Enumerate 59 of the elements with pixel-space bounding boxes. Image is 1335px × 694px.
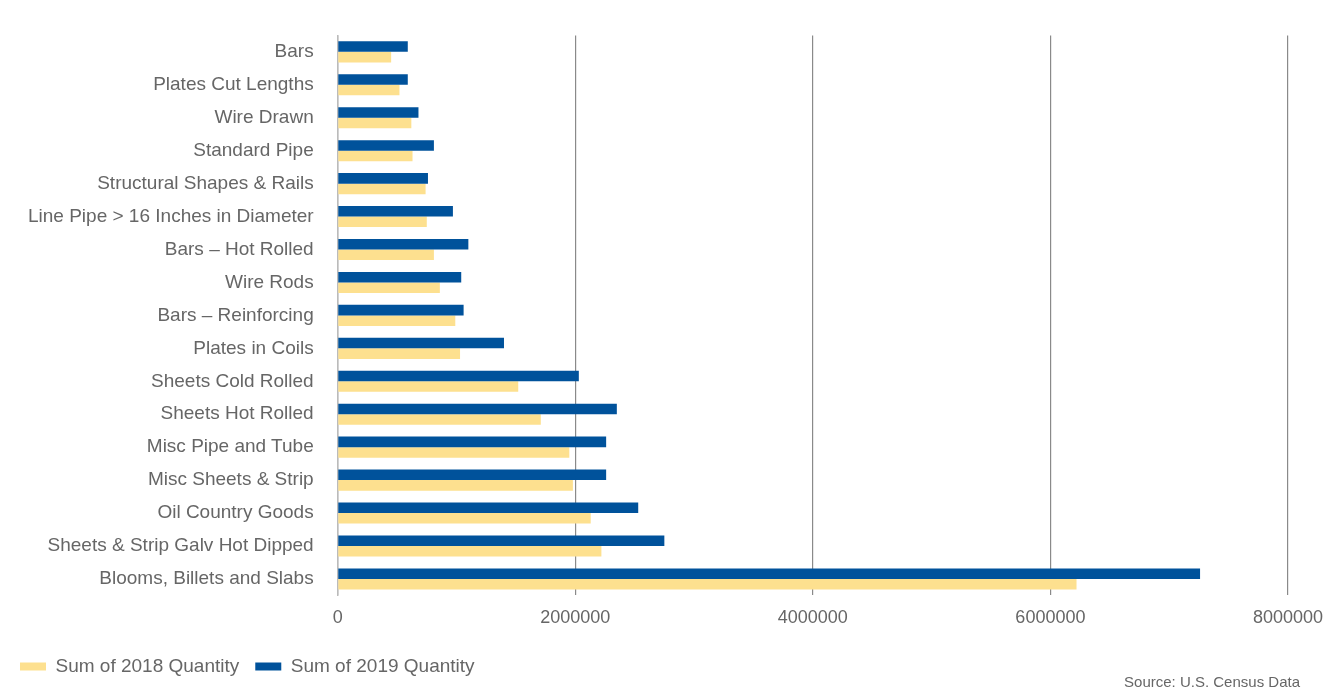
y-tick-label: Sheets Cold Rolled [151, 369, 314, 391]
bar [338, 271, 462, 283]
y-tick-label: Structural Shapes & Rails [97, 171, 314, 193]
y-tick-label: Plates Cut Lengths [153, 73, 314, 95]
y-tick-label: Wire Drawn [214, 105, 314, 127]
bar [338, 535, 665, 546]
bar [338, 41, 408, 52]
y-tick-label: Plates in Coils [193, 336, 314, 358]
bar [338, 173, 428, 184]
bar [338, 370, 579, 382]
y-tick-label: Bars – Reinforcing [157, 303, 314, 325]
x-tick-label: 0 [332, 607, 343, 628]
legend-label: Sum of 2019 Quantity [290, 654, 476, 676]
bar [338, 74, 408, 85]
bar [338, 348, 461, 359]
y-tick-label: Line Pipe > 16 Inches in Diameter [27, 204, 315, 226]
bar [338, 107, 419, 118]
y-tick-label: Standard Pipe [193, 138, 314, 160]
bar [338, 545, 602, 557]
bar [338, 140, 434, 151]
source-note: Source: U.S. Census Data [1124, 672, 1301, 690]
bar [338, 282, 440, 293]
y-tick-label: Blooms, Billets and Slabs [99, 567, 314, 589]
bar [338, 403, 617, 415]
bar [338, 414, 541, 425]
bar [338, 502, 639, 514]
x-tick-label: 8000000 [1252, 607, 1323, 628]
bar [338, 249, 434, 261]
bar [338, 381, 519, 392]
bar [338, 469, 607, 481]
bar [338, 51, 392, 63]
y-tick-label: Sheets Hot Rolled [160, 402, 314, 424]
bar [338, 150, 413, 162]
y-tick-label: Oil Country Goods [157, 501, 314, 523]
y-tick-label: Sheets & Strip Galv Hot Dipped [47, 534, 314, 556]
y-tick-label: Misc Pipe and Tube [146, 435, 314, 457]
bar [338, 568, 1201, 579]
bar [338, 304, 464, 316]
x-tick-label: 6000000 [1015, 607, 1086, 628]
bar [338, 337, 504, 349]
bar [338, 117, 412, 129]
y-tick-label: Bars – Hot Rolled [164, 237, 314, 259]
legend-label: Sum of 2018 Quantity [55, 654, 240, 676]
bar [338, 447, 570, 458]
bar [338, 206, 453, 217]
bar [338, 315, 456, 326]
bar [338, 578, 1077, 590]
x-tick-label: 4000000 [777, 607, 848, 628]
y-tick-label: Wire Rods [225, 270, 314, 292]
bar [338, 238, 469, 250]
bar [338, 84, 400, 96]
bar [338, 436, 607, 448]
bar [338, 480, 573, 491]
bar [338, 513, 591, 524]
y-tick-label: Misc Sheets & Strip [147, 468, 314, 490]
bar [338, 216, 427, 228]
bar [338, 183, 426, 195]
y-tick-label: Bars [274, 40, 314, 62]
x-tick-label: 2000000 [540, 607, 611, 628]
